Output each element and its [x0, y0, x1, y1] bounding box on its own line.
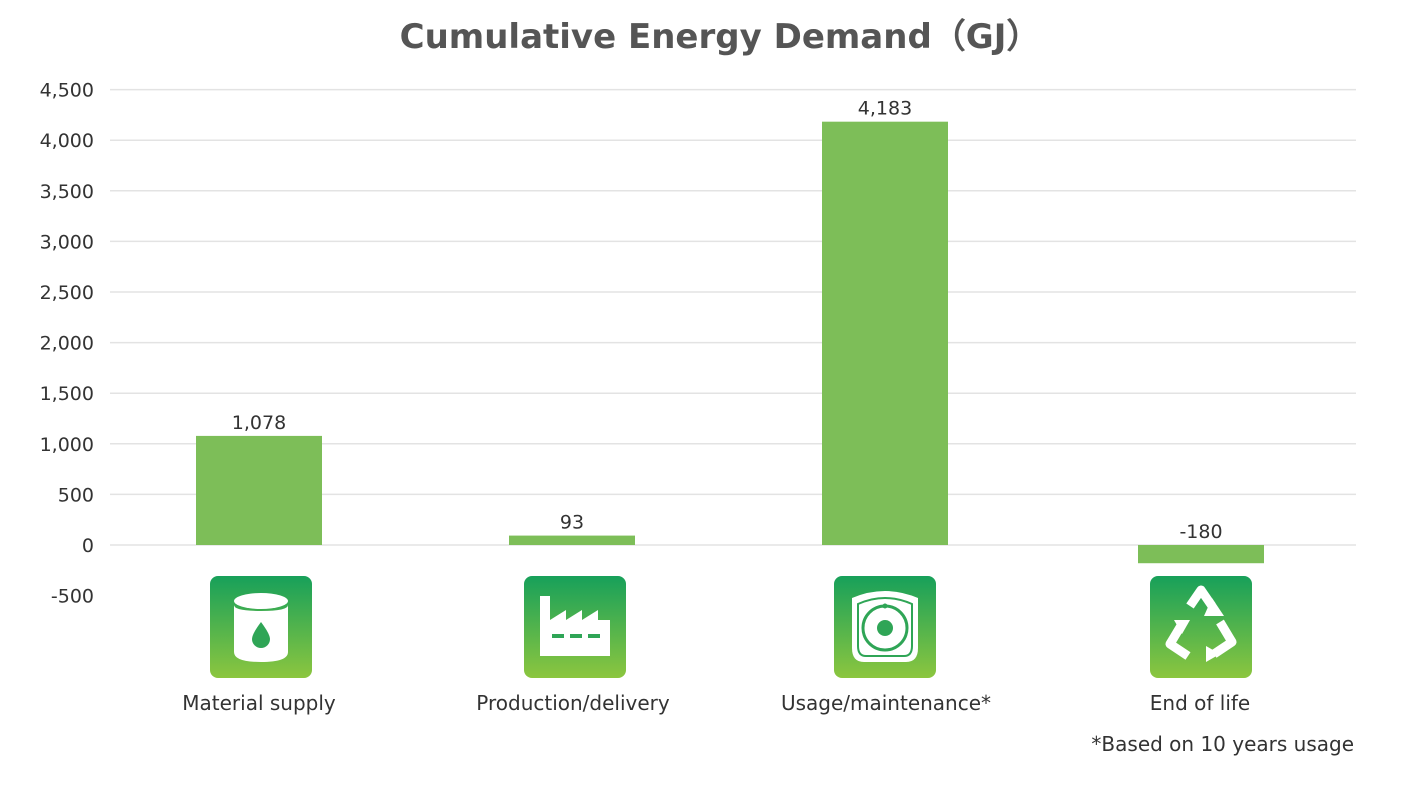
data-label-2: 4,183 — [858, 98, 912, 120]
y-tick-label: 3,000 — [40, 231, 94, 253]
y-tick-label: 0 — [82, 535, 94, 557]
y-axis-ticks: -500 0 500 1,000 1,500 2,000 2,500 3,000 3,500 4,… — [40, 80, 94, 608]
y-tick-label: 3,500 — [40, 181, 94, 203]
oil-barrel-icon — [210, 576, 312, 678]
data-label-0: 1,078 — [232, 412, 286, 434]
chart-title: Cumulative Energy Demand（GJ） — [400, 17, 1041, 57]
bar-1 — [509, 535, 635, 545]
bar-2 — [822, 121, 948, 546]
y-tick-label: 1,000 — [40, 434, 94, 456]
y-tick-label: 2,000 — [40, 333, 94, 355]
y-tick-label: 2,500 — [40, 282, 94, 304]
bar-0 — [196, 435, 322, 545]
category-label-production-delivery: Production/delivery — [476, 691, 670, 715]
y-tick-label: 1,500 — [40, 383, 94, 405]
y-tick-label: 4,500 — [40, 80, 94, 102]
bar-3 — [1138, 545, 1264, 564]
recycle-icon — [1150, 576, 1252, 678]
data-label-3: -180 — [1179, 521, 1222, 543]
category-label-usage-maintenance: Usage/maintenance* — [781, 691, 991, 715]
machine-icon — [834, 576, 936, 678]
category-label-end-of-life: End of life — [1150, 691, 1250, 715]
data-labels: 1,078 93 4,183 -180 — [232, 98, 1223, 543]
factory-icon — [524, 576, 626, 678]
data-label-1: 93 — [560, 512, 584, 534]
y-tick-label: 4,000 — [40, 130, 94, 152]
y-tick-label: 500 — [58, 484, 94, 506]
footnote: *Based on 10 years usage — [1091, 732, 1354, 756]
bars — [196, 121, 1264, 564]
category-label-material-supply: Material supply — [182, 691, 336, 715]
y-tick-label: -500 — [51, 586, 94, 608]
